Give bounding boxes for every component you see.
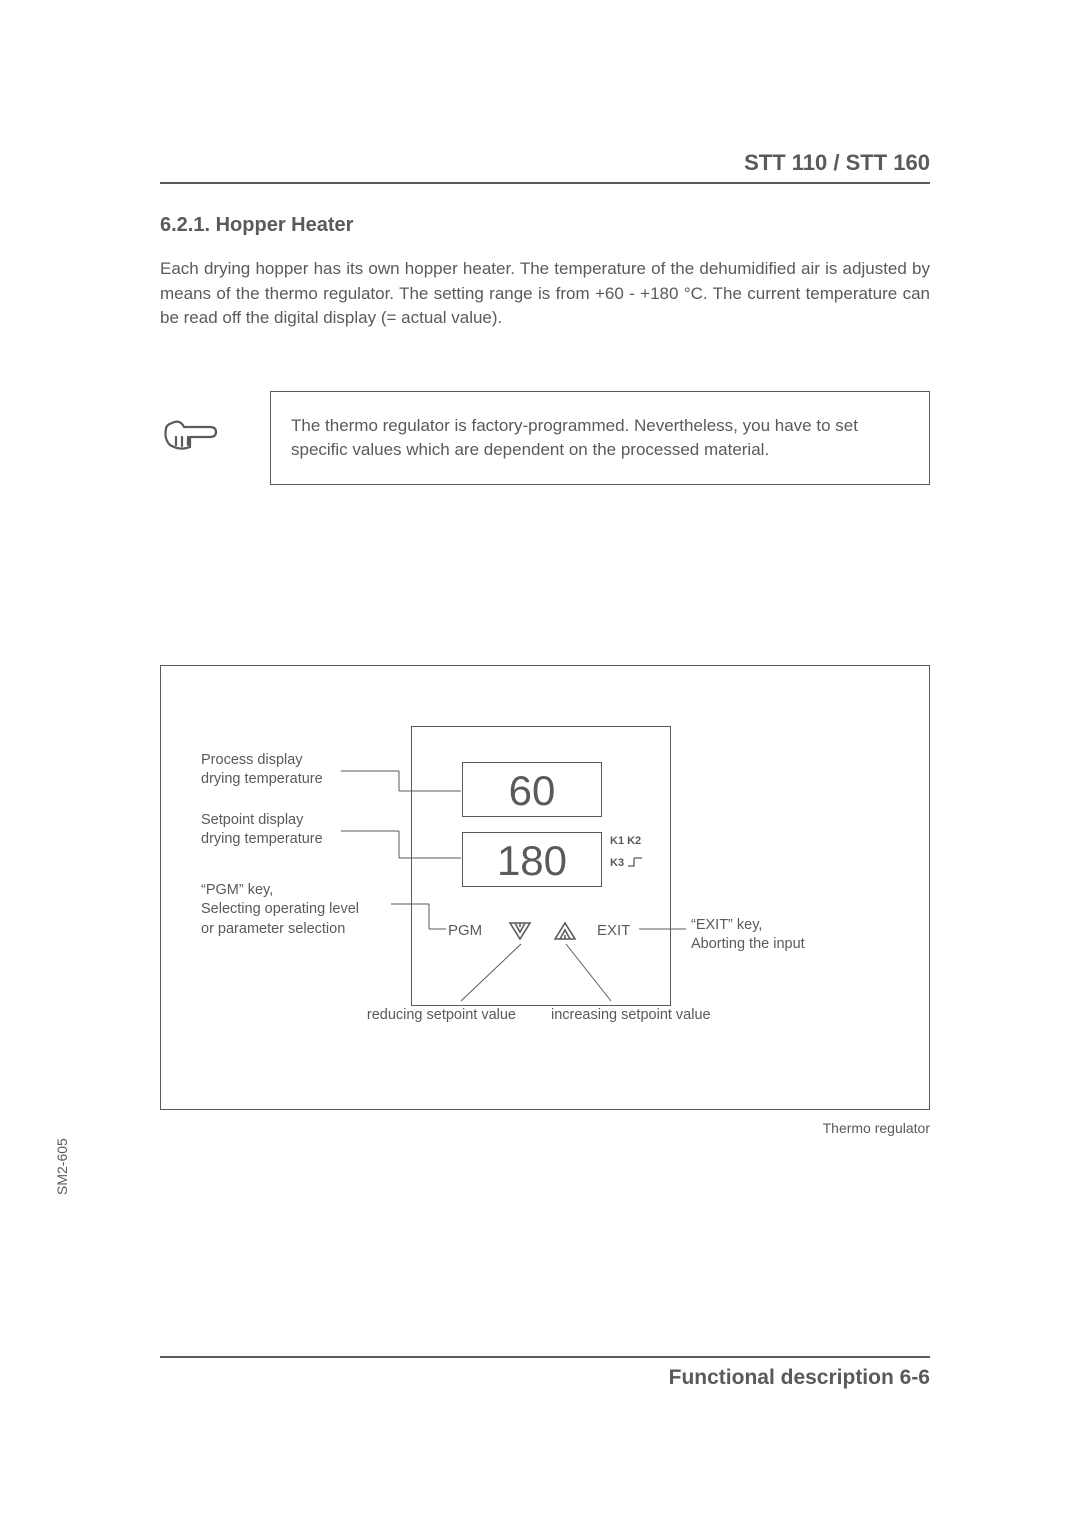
down-arrow-icon xyxy=(507,920,533,947)
footer: Functional description 6-6 xyxy=(160,1356,930,1390)
section-number: 6.2.1. xyxy=(160,214,210,236)
section-heading: 6.2.1. Hopper Heater xyxy=(160,214,930,237)
section-body: Each drying hopper has its own hopper he… xyxy=(160,257,930,331)
document-code: SM2-605 xyxy=(54,1138,70,1195)
label-pgm-key: “PGM” key,Selecting operating levelor pa… xyxy=(201,881,391,940)
k1-k2-label: K1 K2 xyxy=(610,835,641,847)
k3-text: K3 xyxy=(610,857,624,869)
section-title-text: Hopper Heater xyxy=(216,214,354,236)
label-reduce: reducing setpoint value xyxy=(306,1006,516,1026)
setpoint-value-display: 180 xyxy=(462,832,602,887)
up-arrow-icon xyxy=(552,920,578,947)
label-setpoint-display: Setpoint displaydrying temperature xyxy=(201,811,371,850)
label-process-display: Process displaydrying temperature xyxy=(201,751,371,790)
footer-text: Functional description 6-6 xyxy=(669,1366,930,1389)
pointing-hand-icon xyxy=(160,415,220,460)
process-value-display: 60 xyxy=(462,762,602,817)
pgm-button-label: PGM xyxy=(448,922,482,939)
note-block: The thermo regulator is factory-programm… xyxy=(160,391,930,485)
document-header: STT 110 / STT 160 xyxy=(160,150,930,184)
thermo-regulator-diagram: Process displaydrying temperature Setpoi… xyxy=(160,665,930,1110)
regulator-panel: 60 180 K1 K2 K3 PGM xyxy=(411,726,671,1006)
diagram-caption: Thermo regulator xyxy=(160,1120,930,1136)
exit-button-label: EXIT xyxy=(597,922,630,939)
label-exit-key: “EXIT” key,Aborting the input xyxy=(691,916,851,955)
label-increase: increasing setpoint value xyxy=(551,1006,771,1026)
note-text: The thermo regulator is factory-programm… xyxy=(270,391,930,485)
header-title: STT 110 / STT 160 xyxy=(744,150,930,175)
k3-label: K3 xyxy=(610,857,643,869)
